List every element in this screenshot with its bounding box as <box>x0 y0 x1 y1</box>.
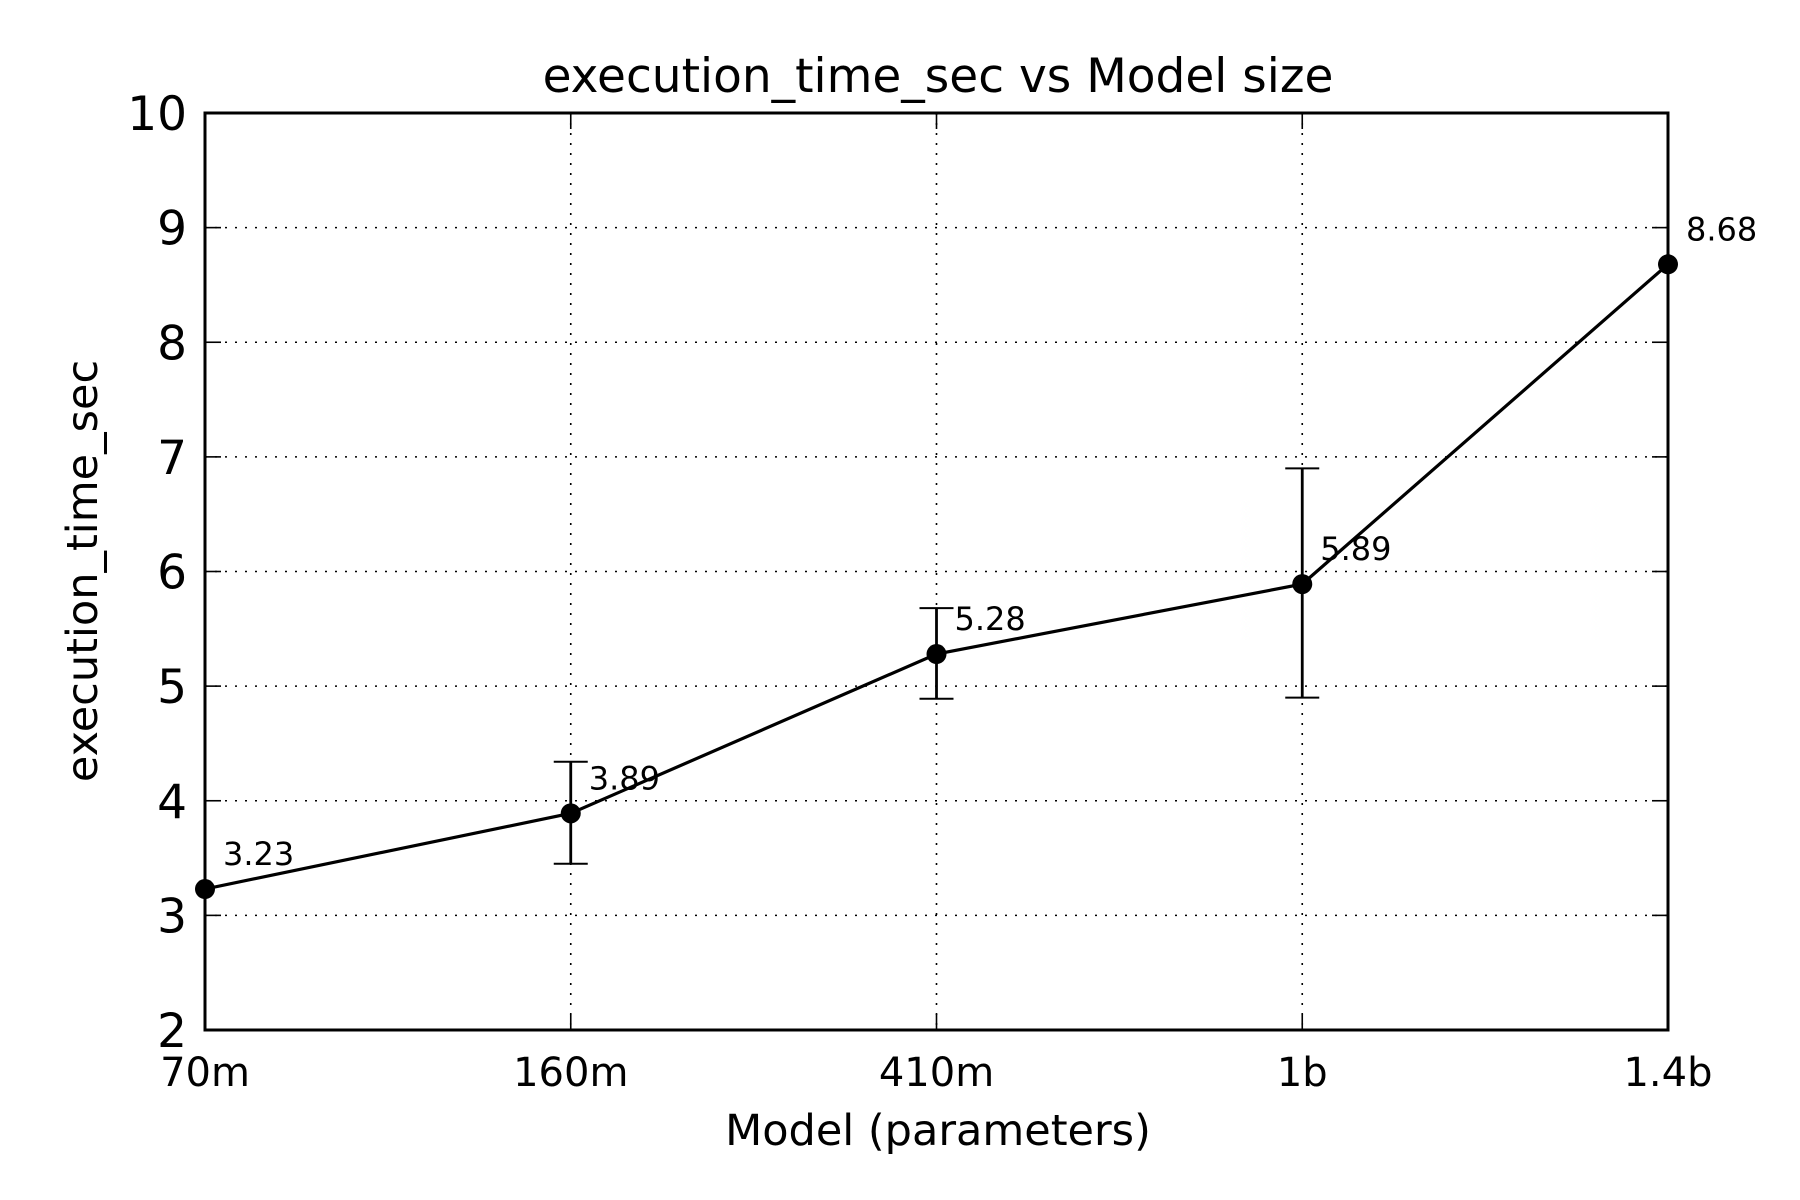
y-tick-label: 2 <box>157 1004 187 1059</box>
x-tick-label: 1.4b <box>1623 1050 1712 1096</box>
x-tick-label: 160m <box>513 1050 628 1096</box>
x-tick-label: 70m <box>160 1050 250 1096</box>
data-label: 5.28 <box>955 600 1026 638</box>
x-tick-label: 1b <box>1277 1050 1328 1096</box>
data-label: 3.89 <box>589 759 660 797</box>
y-tick-label: 10 <box>127 87 187 142</box>
label-layer: 2 3 4 5 6 7 8 9 10 70m 160m 410m 1b 1.4b 3.23 3.89 5.28 5… <box>127 87 1757 1096</box>
x-axis-label: Model (parameters) <box>725 1106 1151 1156</box>
chart-title: execution_time_sec vs Model size <box>543 49 1334 104</box>
data-point <box>560 803 581 824</box>
y-axis-label: execution_time_sec <box>58 360 108 782</box>
plot-frame <box>203 111 1670 1032</box>
y-tick-label: 4 <box>157 775 187 830</box>
y-tick-label: 7 <box>157 431 187 486</box>
data-label: 5.89 <box>1320 530 1391 568</box>
y-tick-label: 8 <box>157 316 187 371</box>
marker-layer <box>195 254 1678 900</box>
y-tick-label: 5 <box>157 660 187 715</box>
data-point <box>1292 574 1313 595</box>
data-label: 3.23 <box>223 835 294 873</box>
x-tick-label: 410m <box>879 1050 994 1096</box>
y-tick-label: 9 <box>157 202 187 257</box>
data-label: 8.68 <box>1686 210 1757 248</box>
y-tick-label: 6 <box>157 546 187 601</box>
data-point <box>926 644 947 665</box>
y-tick-label: 3 <box>157 889 187 944</box>
